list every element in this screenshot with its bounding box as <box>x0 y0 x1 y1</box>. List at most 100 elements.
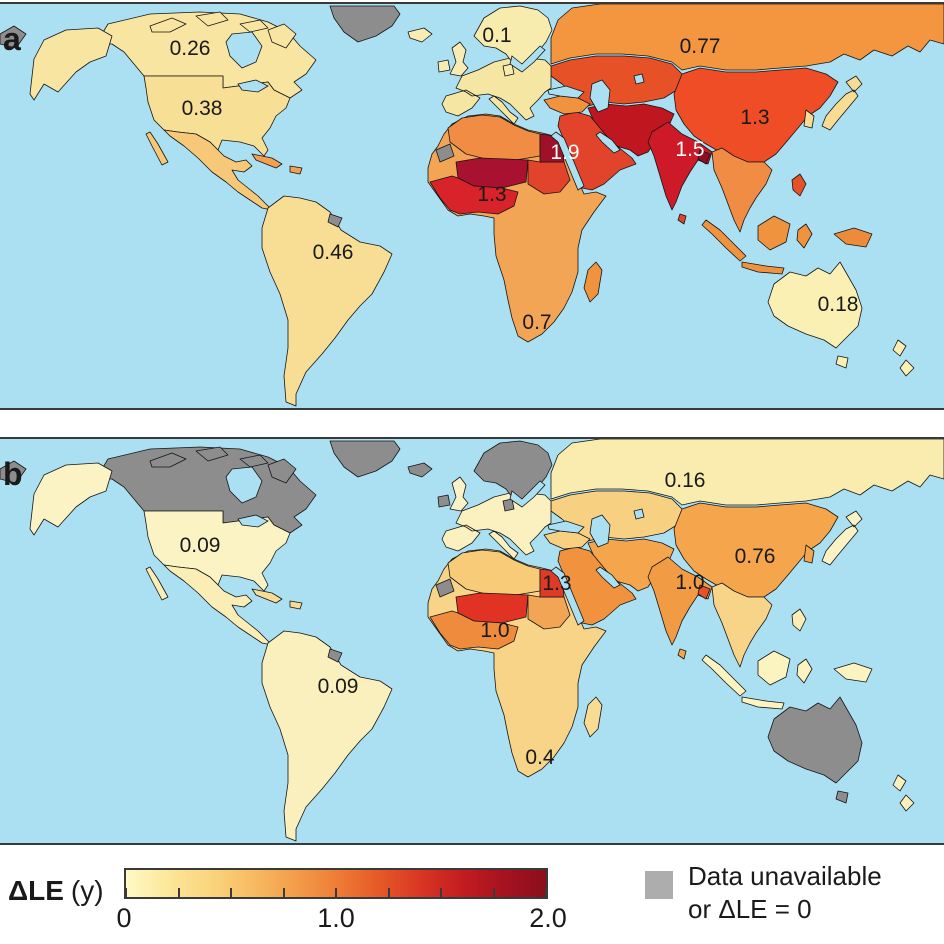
region-korea <box>803 544 815 564</box>
region-scandinavia <box>473 440 553 500</box>
value-label-europe: 0.1 <box>482 24 511 47</box>
region-japan <box>821 510 863 566</box>
region-cuba <box>251 588 283 604</box>
region-uk <box>449 476 469 512</box>
region-chukotka <box>0 25 27 49</box>
no-data-swatch <box>645 871 673 899</box>
region-se_asia <box>711 147 773 233</box>
region-philippines <box>791 173 807 197</box>
no-data-line1: Data unavailable <box>688 861 882 891</box>
value-label-usa: 0.09 <box>180 534 221 557</box>
region-madagascar <box>583 696 603 738</box>
value-label-usa: 0.38 <box>182 97 223 120</box>
value-label-australia: 0.18 <box>818 293 859 316</box>
region-chukotka <box>0 460 27 484</box>
region-iceland <box>407 462 433 478</box>
region-scandinavia <box>473 5 553 65</box>
region-baja <box>145 131 169 166</box>
region-iceland <box>407 27 433 43</box>
colorbar-tick <box>492 888 495 897</box>
sea <box>225 466 263 504</box>
region-china <box>673 502 839 598</box>
value-label-egypt: 1.3 <box>542 572 571 595</box>
colorbar-mid-label: 1.0 <box>317 903 355 933</box>
region-ireland <box>437 494 451 508</box>
region-bangladesh <box>697 584 711 600</box>
sea <box>589 514 611 548</box>
sea <box>237 514 269 528</box>
region-hispaniola <box>289 600 303 610</box>
region-india <box>647 121 713 211</box>
sea <box>633 508 645 520</box>
region-baffin <box>267 23 297 49</box>
value-label-canada: 0.26 <box>170 37 211 60</box>
region-russia <box>550 439 944 506</box>
region-new_guinea <box>833 227 873 248</box>
colorbar-max-label: 2.0 <box>529 903 567 933</box>
no-data-line2: or ΔLE = 0 <box>688 894 812 924</box>
region-west_africa <box>429 175 519 215</box>
delta-le-label: ΔLE <box>8 875 64 906</box>
panel-letter-b: b <box>3 456 23 492</box>
region-china <box>673 67 839 163</box>
sea <box>589 79 611 113</box>
region-french_guiana <box>327 648 343 663</box>
region-alaska <box>29 462 113 536</box>
region-mexico <box>163 564 273 646</box>
value-label-china: 0.76 <box>735 545 776 568</box>
colorbar-tick <box>387 888 390 897</box>
value-label-west_africa: 1.0 <box>480 619 509 642</box>
region-greenland <box>329 440 401 478</box>
region-uk <box>449 41 469 77</box>
region-alaska <box>29 27 113 101</box>
region-new_zealand <box>892 339 915 377</box>
sea <box>550 131 585 191</box>
value-label-india: 1.5 <box>675 138 704 161</box>
legend: ΔLE (y) 0 1.0 2.0 Data unavailable or ΔLE… <box>0 845 944 944</box>
region-baffin <box>267 458 297 484</box>
sea <box>550 566 585 626</box>
colorbar-title: ΔLE (y) <box>8 875 104 907</box>
region-tasmania <box>835 790 849 804</box>
region-baja <box>145 566 169 601</box>
region-philippines <box>791 608 807 632</box>
sea <box>237 79 269 93</box>
unit-label: (y) <box>70 875 104 906</box>
region-australia <box>767 261 863 349</box>
region-japan <box>821 75 863 131</box>
value-label-russia: 0.16 <box>665 469 706 492</box>
region-indonesia <box>701 650 813 710</box>
colorbar-tick <box>282 888 285 897</box>
map-panel-a: 0.26 0.38 0.46 0.1 0.77 1.9 1.3 1.5 1.3 0.7 0.18 a <box>0 2 944 410</box>
region-australia <box>767 696 863 784</box>
region-arctic_islands <box>149 446 269 468</box>
map-panel-b: 0.09 0.09 0.16 0.76 1.0 1.3 1.0 0.4 b <box>0 437 944 845</box>
region-europe <box>441 492 552 560</box>
sea <box>633 73 645 85</box>
region-se_asia <box>711 582 773 668</box>
sea <box>509 480 546 508</box>
region-cuba <box>251 153 283 169</box>
region-korea <box>803 109 815 129</box>
no-data-label: Data unavailable or ΔLE = 0 <box>688 860 882 926</box>
colorbar-tick <box>177 888 180 897</box>
colorbar-min-label: 0 <box>116 903 132 933</box>
region-hispaniola <box>289 165 303 175</box>
sea <box>595 566 621 589</box>
region-russia <box>550 4 944 71</box>
region-new_zealand <box>892 774 915 812</box>
region-denmark <box>502 63 515 77</box>
region-french_guiana <box>327 213 343 228</box>
colorbar-gradient <box>124 868 548 899</box>
region-tasmania <box>835 355 849 369</box>
sea <box>225 31 263 69</box>
region-usa <box>143 510 291 592</box>
colorbar-tick <box>545 888 547 897</box>
panel-letter-a: a <box>3 21 21 57</box>
region-western_sahara <box>435 143 455 163</box>
region-new_guinea <box>833 662 873 683</box>
value-label-russia: 0.77 <box>680 35 721 58</box>
region-madagascar <box>583 261 603 303</box>
sea <box>595 131 621 154</box>
